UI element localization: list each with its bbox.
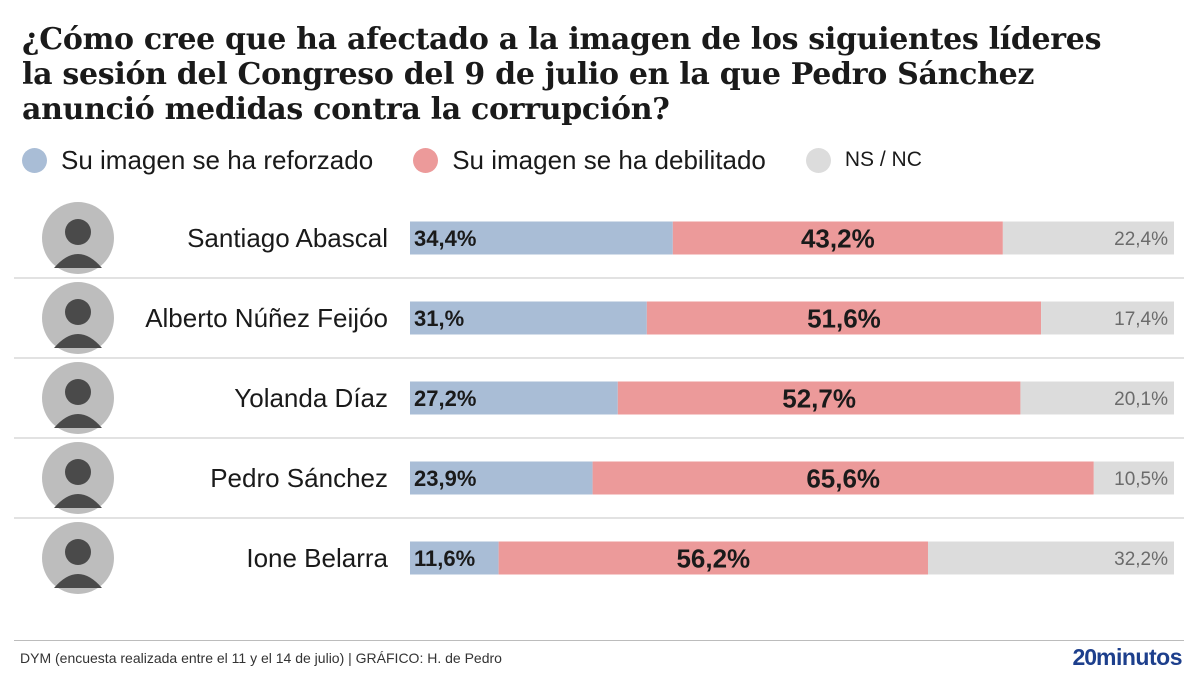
data-label: 52,7% <box>782 383 856 413</box>
avatar-head <box>65 299 91 325</box>
avatar-head <box>65 539 91 565</box>
bar-segment <box>410 541 499 575</box>
bar-segment <box>410 301 647 335</box>
data-label: 34,4% <box>414 226 476 251</box>
bar-segment <box>617 381 1021 415</box>
data-label: 65,6% <box>806 463 880 493</box>
avatar-head <box>65 459 91 485</box>
legend-label-nsnc: NS / NC <box>844 148 922 171</box>
avatar-shoulders <box>54 414 102 428</box>
legend-item-debilitado: Su imagen se ha debilitado <box>413 145 766 176</box>
data-label: 51,6% <box>807 303 881 333</box>
chart-title: ¿Cómo cree que ha afectado a la imagen d… <box>22 22 1102 127</box>
legend-item-reforzado: Su imagen se ha reforzado <box>22 145 373 176</box>
title-line-3: anunció medidas contra la corrupción? <box>22 92 670 127</box>
data-label: 11,6% <box>414 546 475 571</box>
bar-segment <box>646 301 1042 335</box>
category-label: Alberto Núñez Feijóo <box>145 303 388 333</box>
category-label: Yolanda Díaz <box>234 383 388 413</box>
data-label: 32,2% <box>1114 549 1168 570</box>
avatar-shoulders <box>54 494 102 508</box>
title-line-2: la sesión del Congreso del 9 de julio en… <box>22 57 1035 92</box>
bar-segment <box>498 541 928 575</box>
brand-number: 20 <box>1072 644 1097 670</box>
bar-segment <box>1093 461 1174 495</box>
data-label: 23,9% <box>414 466 476 491</box>
category-label: Santiago Abascal <box>187 223 388 253</box>
bar-segment <box>410 381 618 415</box>
bar-segment <box>1020 381 1174 415</box>
legend-swatch-nsnc <box>805 147 831 173</box>
brand-word: minutos <box>1096 644 1182 670</box>
legend-swatch-reforzado <box>22 147 47 173</box>
category-label: Pedro Sánchez <box>210 463 388 493</box>
bar-segment <box>1041 301 1174 335</box>
avatar-shoulders <box>54 254 102 268</box>
bar-segment <box>1002 221 1174 255</box>
legend-label-debilitado: Su imagen se ha debilitado <box>452 144 766 175</box>
bar-segment <box>672 221 1003 255</box>
legend-item-nsnc: NS / NC <box>805 147 922 173</box>
bar-segment <box>927 541 1174 575</box>
legend-label-reforzado: Su imagen se ha reforzado <box>61 144 374 175</box>
data-label: 56,2% <box>676 543 750 573</box>
data-label: 31,% <box>414 306 464 331</box>
title-line-1: ¿Cómo cree que ha afectado a la imagen d… <box>22 22 1102 57</box>
stacked-bar-chart: Santiago Abascal 34,4% 43,2% 22,4% Alberto N… <box>14 202 1184 594</box>
footer-divider <box>14 640 1184 641</box>
avatar-head <box>65 219 91 245</box>
data-label: 20,1% <box>1114 389 1168 410</box>
avatar-shoulders <box>54 334 102 348</box>
data-label: 17,4% <box>1114 309 1168 330</box>
avatar-shoulders <box>54 574 102 588</box>
data-label: 43,2% <box>801 223 875 253</box>
bar-segment <box>410 221 673 255</box>
data-label: 22,4% <box>1114 229 1168 250</box>
legend-swatch-debilitado <box>413 147 439 173</box>
data-label: 27,2% <box>414 386 476 411</box>
category-label: Ione Belarra <box>246 543 388 573</box>
data-label: 10,5% <box>1114 469 1168 490</box>
brand-logo: 20minutos <box>1072 644 1182 671</box>
bar-segment <box>410 461 593 495</box>
legend: Su imagen se ha reforzado Su imagen se h… <box>22 143 962 177</box>
source-credit: DYM (encuesta realizada entre el 11 y el… <box>20 650 502 666</box>
avatar-head <box>65 379 91 405</box>
bar-segment <box>592 461 1094 495</box>
